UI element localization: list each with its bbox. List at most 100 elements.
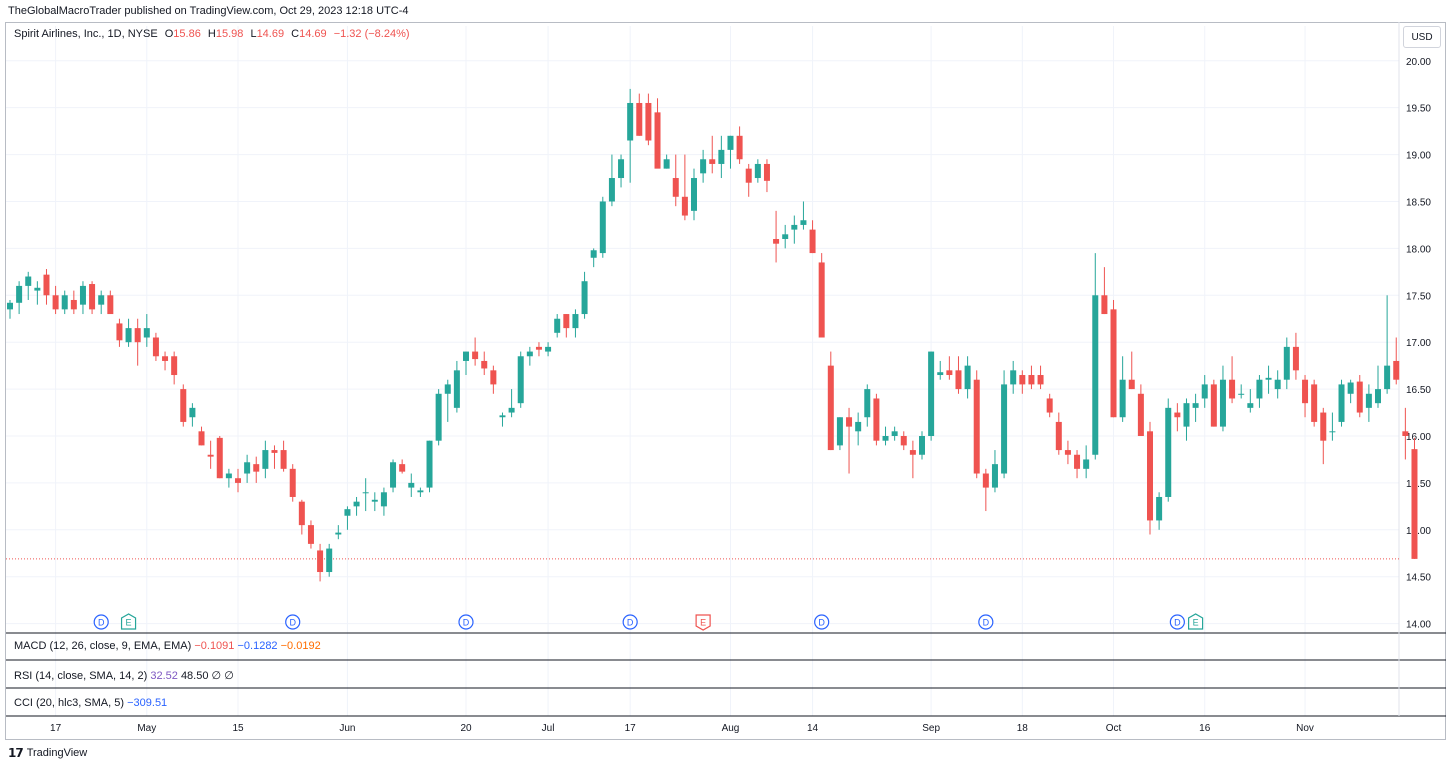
candle-body[interactable] — [1192, 403, 1199, 408]
candle-body[interactable] — [937, 372, 944, 376]
candle-body[interactable] — [1137, 393, 1144, 436]
candle-body[interactable] — [481, 360, 488, 369]
dividend-marker-icon[interactable] — [285, 614, 301, 630]
candle-body[interactable] — [326, 548, 333, 573]
candle-body[interactable] — [307, 525, 314, 544]
candle-body[interactable] — [517, 356, 524, 404]
candle-body[interactable] — [344, 509, 351, 516]
candle-body[interactable] — [618, 159, 625, 179]
candle-body[interactable] — [453, 370, 460, 408]
candle-body[interactable] — [1074, 454, 1081, 469]
earnings-marker-icon[interactable] — [695, 614, 711, 631]
candle-body[interactable] — [663, 159, 670, 169]
candle-body[interactable] — [1046, 398, 1053, 413]
candle-body[interactable] — [134, 328, 141, 343]
candle-body[interactable] — [654, 112, 661, 169]
candle-body[interactable] — [1384, 365, 1391, 390]
candle-body[interactable] — [818, 262, 825, 338]
candle-body[interactable] — [143, 328, 150, 338]
candle-body[interactable] — [235, 478, 241, 483]
candle-body[interactable] — [244, 462, 251, 474]
candle-body[interactable] — [1055, 421, 1062, 451]
dividend-marker-icon[interactable] — [814, 614, 830, 630]
candle-body[interactable] — [1402, 431, 1409, 436]
candle-body[interactable] — [681, 196, 688, 216]
candle-body[interactable] — [116, 323, 123, 341]
candle-body[interactable] — [1101, 295, 1108, 315]
candle-body[interactable] — [909, 450, 916, 455]
candle-body[interactable] — [754, 163, 761, 179]
candle-body[interactable] — [472, 351, 479, 360]
candle-body[interactable] — [89, 284, 96, 310]
candle-body[interactable] — [535, 346, 542, 350]
symbol-name[interactable]: Spirit Airlines, Inc., 1D, NYSE — [14, 28, 158, 40]
candle-body[interactable] — [1365, 393, 1372, 408]
candle-body[interactable] — [572, 314, 579, 329]
candle-body[interactable] — [70, 299, 77, 310]
candle-body[interactable] — [371, 499, 378, 502]
candle-body[interactable] — [444, 384, 451, 394]
candle-body[interactable] — [1393, 360, 1400, 380]
candle-body[interactable] — [1019, 375, 1026, 385]
candle-body[interactable] — [225, 473, 232, 479]
candle-body[interactable] — [526, 351, 533, 357]
candle-body[interactable] — [700, 159, 707, 174]
candle-body[interactable] — [1037, 375, 1044, 385]
candle-body[interactable] — [435, 393, 442, 441]
candle-body[interactable] — [809, 229, 816, 254]
candle-body[interactable] — [390, 462, 397, 488]
candle-body[interactable] — [882, 436, 889, 441]
candle-body[interactable] — [180, 389, 187, 422]
candle-body[interactable] — [864, 389, 871, 418]
candle-body[interactable] — [1183, 403, 1190, 427]
candle-body[interactable] — [919, 436, 925, 455]
candle-body[interactable] — [408, 482, 415, 488]
candle-body[interactable] — [1292, 346, 1299, 371]
candle-body[interactable] — [335, 532, 342, 535]
candle-body[interactable] — [162, 356, 169, 361]
candle-body[interactable] — [672, 178, 679, 197]
candle-body[interactable] — [1147, 431, 1153, 521]
candle-body[interactable] — [1411, 449, 1418, 559]
candle-body[interactable] — [1283, 346, 1290, 380]
candle-body[interactable] — [581, 281, 588, 315]
candle-body[interactable] — [627, 102, 634, 141]
candle-body[interactable] — [836, 417, 843, 446]
candle-body[interactable] — [955, 370, 962, 390]
candle-body[interactable] — [1028, 375, 1035, 385]
candle-body[interactable] — [271, 450, 278, 453]
candle-body[interactable] — [964, 365, 971, 390]
dividend-marker-icon[interactable] — [1169, 614, 1185, 630]
candle-body[interactable] — [152, 337, 159, 357]
candle-body[interactable] — [1210, 384, 1217, 427]
rsi-legend[interactable]: RSI (14, close, SMA, 14, 2) 32.52 48.50 … — [14, 669, 234, 682]
candle-body[interactable] — [43, 274, 50, 296]
candle-body[interactable] — [599, 201, 606, 254]
candle-body[interactable] — [1311, 384, 1318, 422]
candle-body[interactable] — [873, 398, 880, 441]
earnings-marker-icon[interactable] — [120, 613, 137, 630]
candle-body[interactable] — [1338, 384, 1345, 422]
candle-body[interactable] — [16, 285, 23, 303]
candle-body[interactable] — [846, 417, 853, 427]
candle-body[interactable] — [207, 454, 214, 457]
candle-body[interactable] — [1274, 379, 1281, 390]
candle-body[interactable] — [791, 224, 798, 230]
dividend-marker-icon[interactable] — [622, 614, 638, 630]
candle-body[interactable] — [98, 295, 105, 305]
candle-body[interactable] — [499, 415, 506, 418]
candle-body[interactable] — [1201, 384, 1208, 399]
candle-body[interactable] — [216, 437, 223, 479]
dividend-marker-icon[interactable] — [458, 614, 474, 630]
candle-body[interactable] — [1375, 389, 1381, 404]
candle-body[interactable] — [317, 550, 324, 573]
candle-body[interactable] — [1302, 379, 1309, 404]
candle-body[interactable] — [1010, 370, 1017, 385]
candle-body[interactable] — [107, 295, 114, 315]
candle-body[interactable] — [1110, 309, 1117, 418]
candle-body[interactable] — [1247, 403, 1254, 408]
candle-body[interactable] — [490, 370, 497, 385]
candle-body[interactable] — [280, 450, 287, 469]
dividend-marker-icon[interactable] — [978, 614, 994, 630]
